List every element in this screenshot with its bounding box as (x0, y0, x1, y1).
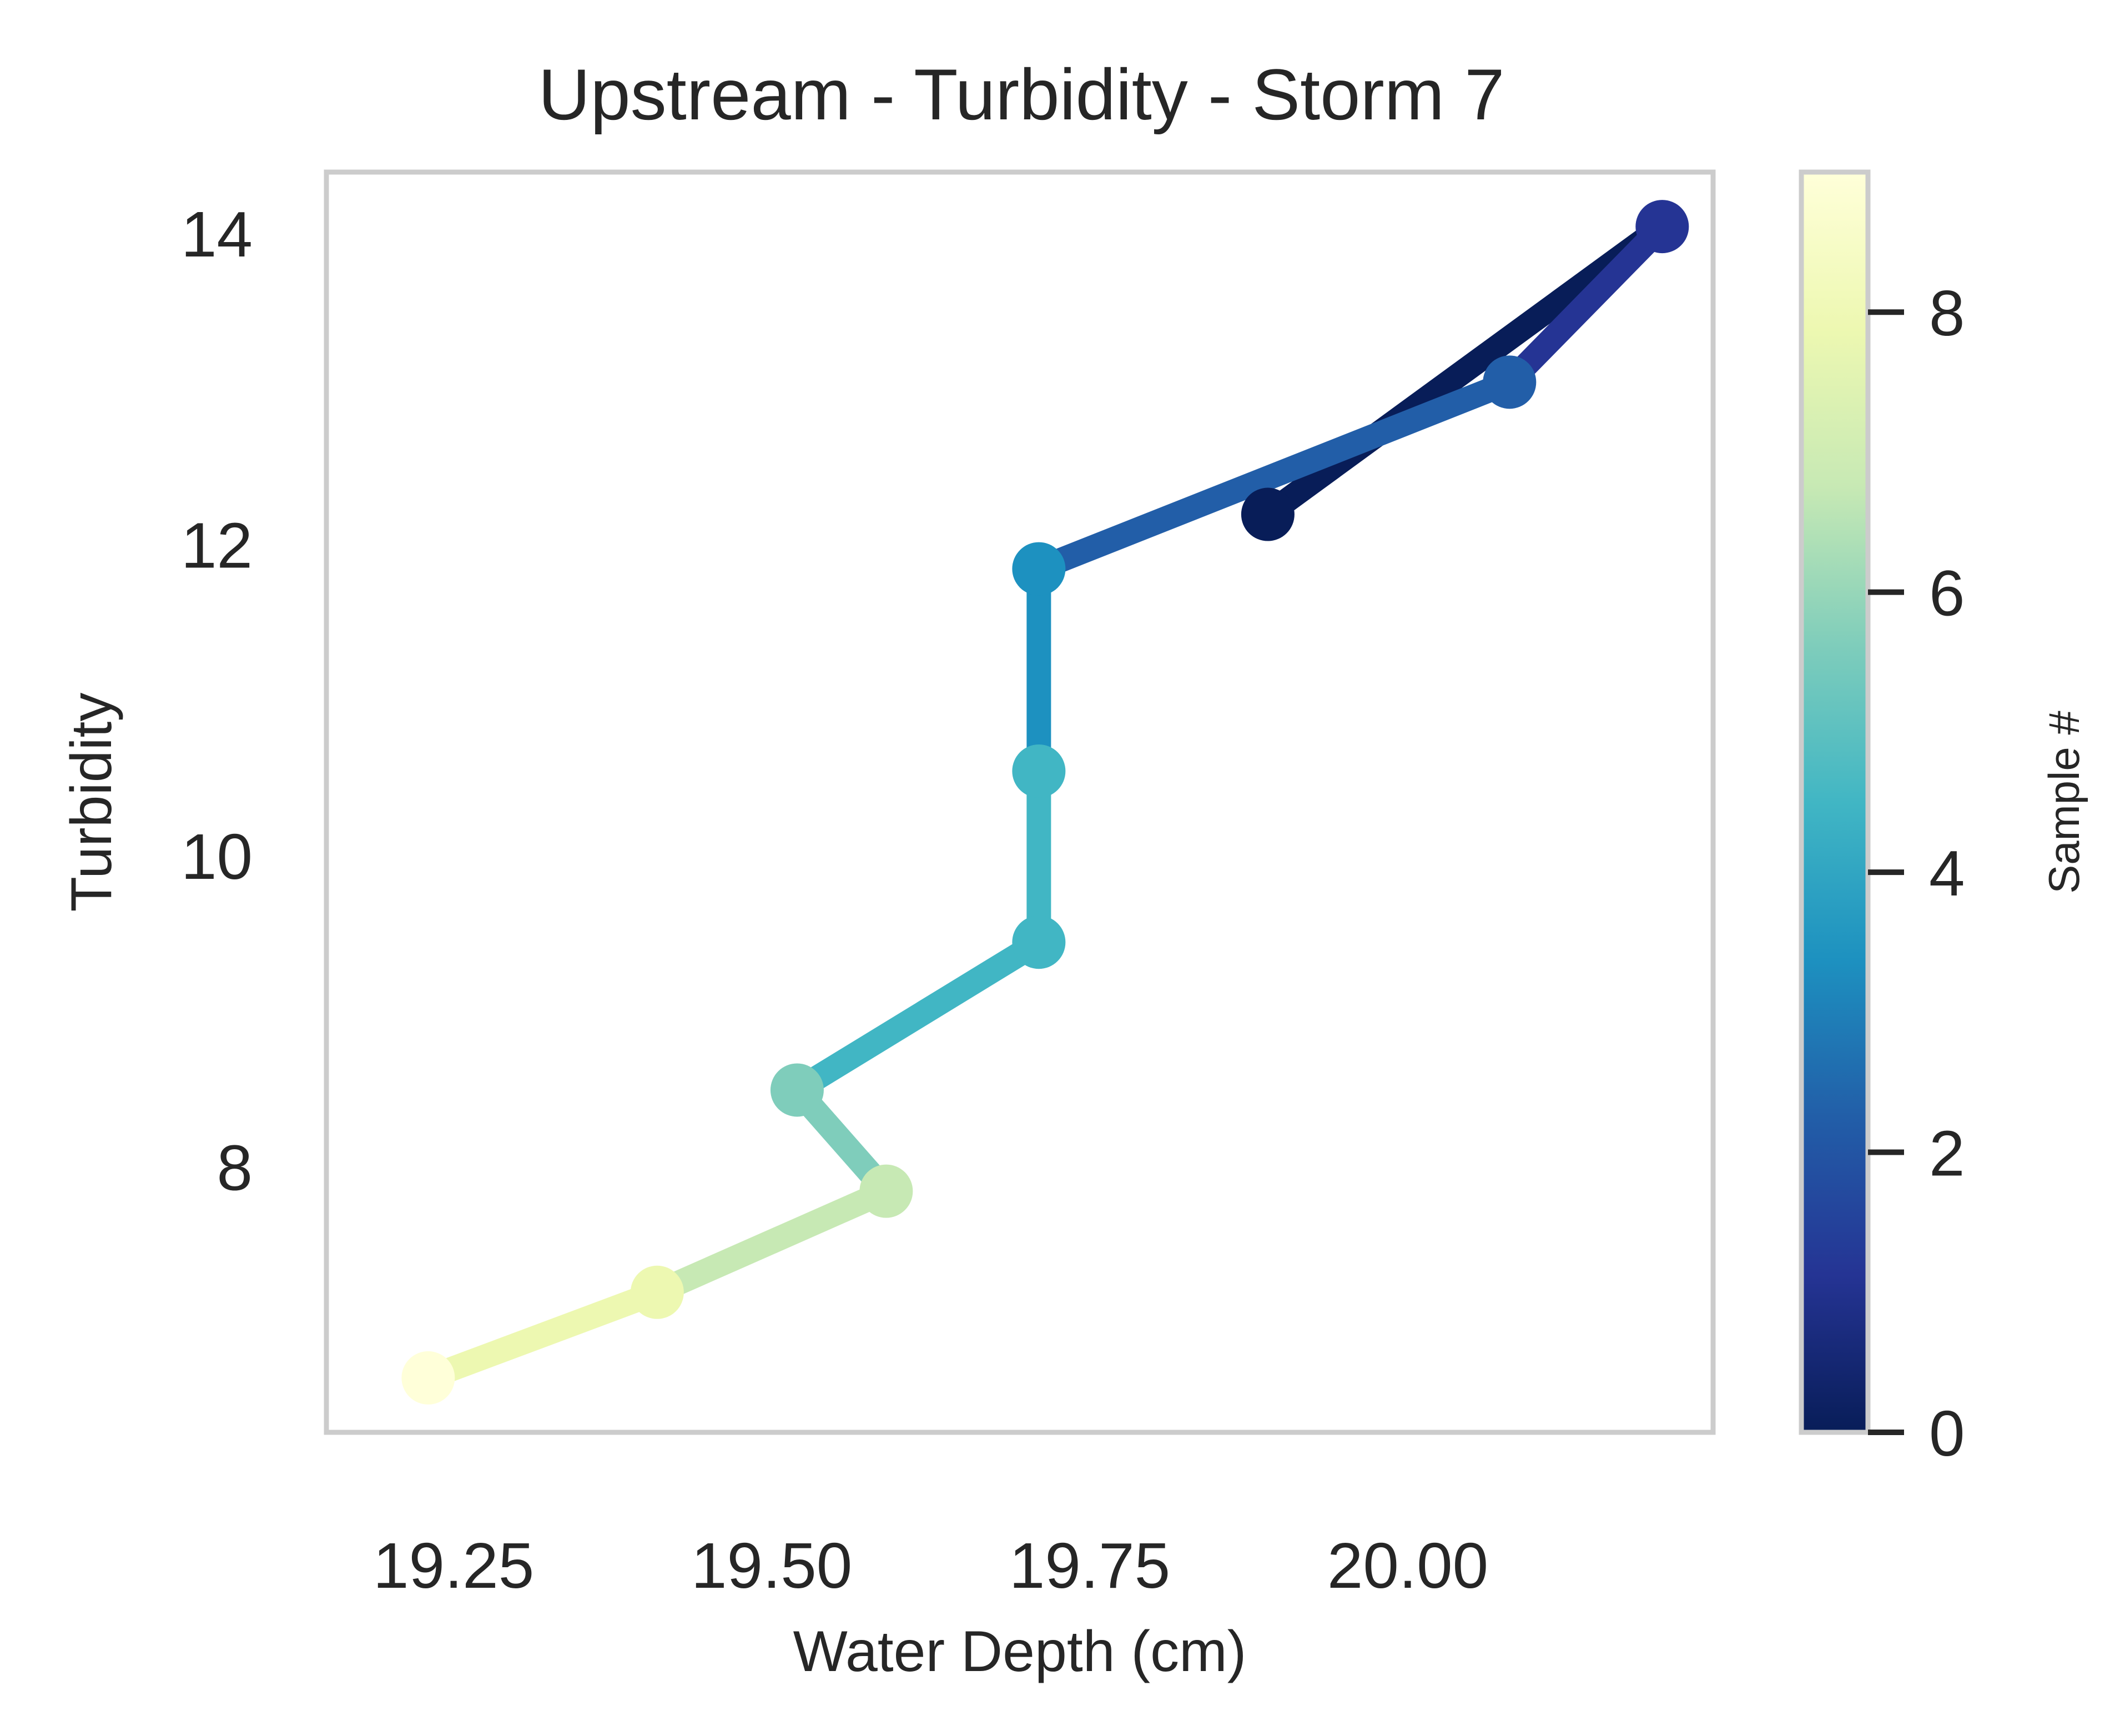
colorbar (1799, 169, 1871, 1435)
x-axis-label: Water Depth (cm) (793, 1619, 1247, 1684)
colorbar-tick-label: 6 (1929, 557, 1965, 630)
data-point (1012, 542, 1066, 596)
y-tick-label: 8 (216, 1132, 253, 1204)
y-axis-label: Turbidity (59, 693, 124, 912)
colorbar-tick-label: 8 (1929, 277, 1965, 349)
series-segment (424, 1281, 662, 1390)
x-tick-label: 19.50 (691, 1529, 852, 1602)
series-segment (1260, 217, 1670, 525)
x-tick-label: 19.25 (373, 1529, 534, 1602)
series-layer (401, 200, 1689, 1405)
data-point (1635, 200, 1689, 254)
y-tick-label: 14 (181, 198, 253, 270)
y-tick-label: 10 (181, 821, 253, 893)
data-point (1483, 355, 1537, 409)
y-axis-ticks: 8 10 12 14 (181, 198, 253, 1204)
data-point (770, 1063, 824, 1117)
x-tick-label: 20.00 (1327, 1529, 1488, 1602)
data-point (630, 1265, 684, 1319)
y-tick-label: 12 (181, 510, 253, 582)
colorbar-tick-label: 0 (1929, 1397, 1965, 1470)
series-segment (790, 932, 1045, 1101)
colorbar-tick-label: 4 (1929, 837, 1965, 909)
data-point (1241, 487, 1295, 541)
data-point (1012, 915, 1066, 969)
series-segment (1034, 370, 1514, 581)
colorbar-label: Sample # (2040, 711, 2088, 894)
chart-title: Upstream - Turbidity - Storm 7 (538, 54, 1505, 135)
data-point (859, 1164, 913, 1218)
data-point (401, 1351, 455, 1405)
series-segment (1500, 218, 1671, 391)
data-point (1012, 744, 1066, 798)
x-tick-label: 19.75 (1009, 1529, 1170, 1602)
colorbar-tick-label: 2 (1929, 1118, 1965, 1190)
series-segment (652, 1180, 892, 1304)
colorbar-ticks: 0 2 4 6 8 (1868, 277, 1965, 1470)
x-axis-ticks: 19.25 19.50 19.75 20.00 (373, 1529, 1488, 1602)
